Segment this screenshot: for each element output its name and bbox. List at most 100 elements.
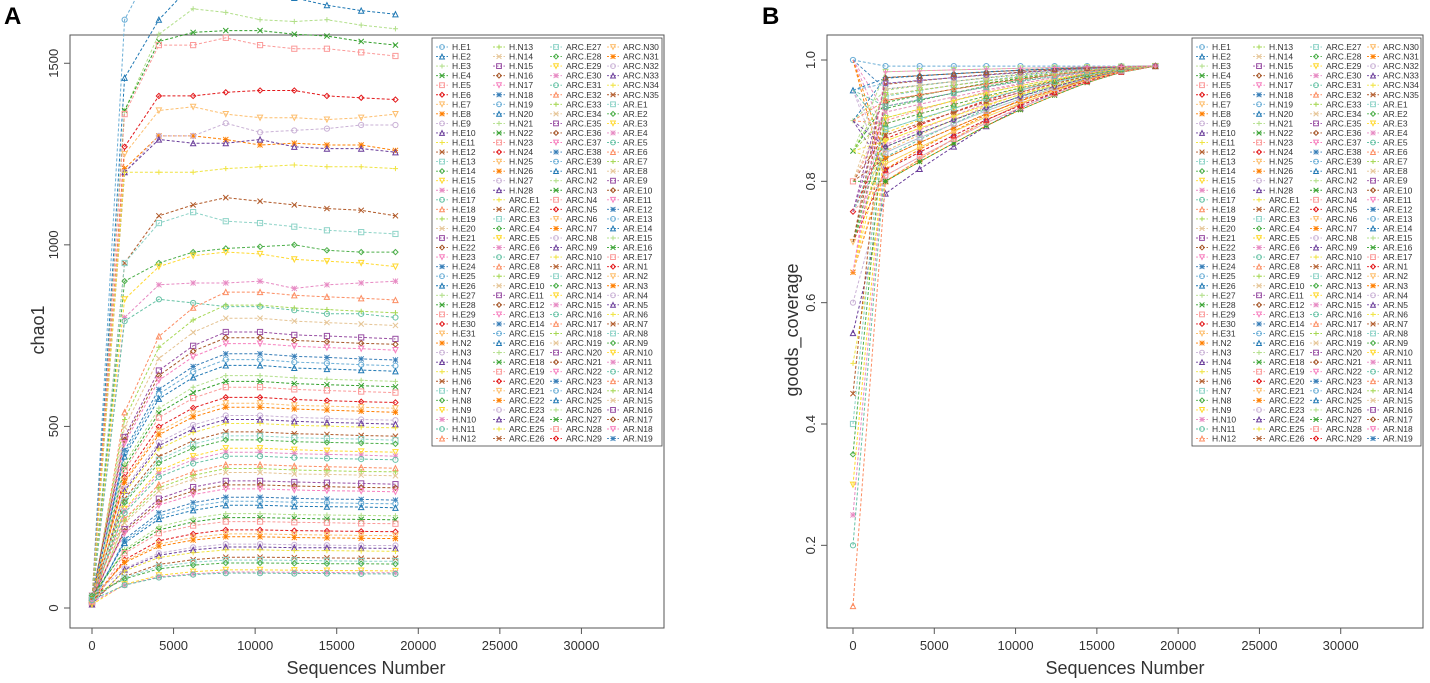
legend-swatch-marker xyxy=(1312,359,1320,366)
data-point xyxy=(189,252,197,260)
data-point xyxy=(392,96,399,103)
data-point xyxy=(1017,93,1024,100)
data-point xyxy=(88,596,96,604)
legend-entry: ARC.N34 xyxy=(623,80,659,90)
series-line xyxy=(852,65,1156,152)
legend-swatch-marker xyxy=(552,129,560,137)
legend-entry: ARC.N35 xyxy=(623,90,659,100)
series-line xyxy=(852,65,1156,182)
legend-entry: AR.E5 xyxy=(1383,138,1408,148)
data-point xyxy=(155,107,163,115)
legend-entry: H.N13 xyxy=(509,42,533,52)
data-point xyxy=(392,165,399,172)
data-point xyxy=(155,467,163,475)
data-point xyxy=(256,412,264,419)
x-tick-label: 10000 xyxy=(237,638,273,653)
data-point xyxy=(256,501,264,509)
series-line xyxy=(852,65,1156,243)
data-point xyxy=(324,281,330,288)
data-point xyxy=(291,570,298,577)
legend-entry: ARC.N19 xyxy=(1326,338,1362,348)
legend-entry: H.E7 xyxy=(1212,99,1231,109)
legend-swatch-marker xyxy=(1313,178,1319,184)
legend-entry: H.E27 xyxy=(452,290,476,300)
legend-swatch-marker xyxy=(1199,416,1205,423)
legend-swatch-marker xyxy=(1256,63,1262,70)
legend-entry: ARC.E32 xyxy=(1326,90,1362,100)
series-line xyxy=(91,380,396,605)
data-point xyxy=(291,478,298,486)
data-point xyxy=(916,91,923,98)
x-tick-label: 10000 xyxy=(997,638,1033,653)
legend-swatch-marker xyxy=(1199,369,1205,375)
data-point xyxy=(190,317,196,323)
data-point xyxy=(257,494,263,501)
legend-swatch-marker xyxy=(495,158,503,166)
legend-entry: ARC.N24 xyxy=(566,386,602,396)
data-point xyxy=(190,460,197,467)
data-point xyxy=(121,314,128,321)
data-point xyxy=(291,454,298,461)
legend-entry: ARC.N5 xyxy=(1326,204,1357,214)
legend-swatch-marker xyxy=(1370,168,1376,174)
y-tick-label: 0.2 xyxy=(803,536,818,554)
data-point xyxy=(290,567,298,574)
legend-swatch-marker xyxy=(1198,254,1206,261)
legend-swatch-marker xyxy=(1199,311,1205,318)
data-point xyxy=(222,559,230,567)
legend-swatch-marker xyxy=(1312,282,1320,289)
legend-entry: ARC.E16 xyxy=(509,338,545,348)
data-point xyxy=(392,520,399,527)
legend-entry: AR.N19 xyxy=(1383,434,1413,444)
legend-entry: H.E7 xyxy=(452,99,471,109)
legend-entry: H.E3 xyxy=(1212,61,1231,71)
data-point xyxy=(358,436,365,443)
series-line xyxy=(91,517,396,596)
legend-entry: AR.N4 xyxy=(1383,290,1408,300)
legend-swatch-marker xyxy=(1313,225,1319,232)
legend-entry: AR.N6 xyxy=(1383,309,1408,319)
legend-swatch-marker xyxy=(610,206,616,213)
legend-entry: ARC.E29 xyxy=(566,61,602,71)
legend-swatch-marker xyxy=(1369,44,1377,51)
legend-entry: ARC.N1 xyxy=(566,166,597,176)
data-point xyxy=(392,488,399,496)
data-point xyxy=(222,249,230,256)
legend-swatch-marker xyxy=(1199,387,1205,394)
legend-entry: H.E5 xyxy=(452,80,471,90)
data-point xyxy=(1017,101,1024,109)
legend-entry: ARC.N21 xyxy=(1326,357,1362,367)
legend-swatch-marker xyxy=(1255,415,1263,423)
data-point xyxy=(189,491,197,499)
data-point xyxy=(222,245,230,252)
legend-swatch-marker xyxy=(438,205,446,213)
data-point xyxy=(357,94,365,102)
data-point xyxy=(291,569,298,576)
legend-swatch-marker xyxy=(553,120,559,127)
legend-entry: ARC.E18 xyxy=(1269,357,1305,367)
legend-entry: H.N5 xyxy=(452,367,472,377)
data-point xyxy=(189,92,197,100)
y-tick-label: 1.0 xyxy=(803,51,818,69)
legend-swatch-marker xyxy=(610,388,616,394)
legend-entry: AR.E2 xyxy=(623,109,648,119)
legend-swatch-marker xyxy=(1256,282,1262,289)
legend-entry: ARC.N6 xyxy=(1326,214,1357,224)
data-point xyxy=(290,337,298,344)
legend-swatch-marker xyxy=(1198,282,1206,289)
data-point xyxy=(392,212,399,219)
legend-swatch-marker xyxy=(1255,311,1263,318)
data-point xyxy=(392,52,399,60)
series-line xyxy=(852,65,1156,455)
data-point xyxy=(883,161,888,167)
data-point xyxy=(190,441,197,448)
data-point xyxy=(222,218,229,225)
legend-entry: ARC.N28 xyxy=(566,424,602,434)
legend-swatch-marker xyxy=(553,82,559,89)
data-point xyxy=(222,533,229,540)
data-point xyxy=(358,456,365,463)
data-point xyxy=(256,288,264,296)
legend-entry: ARC.E1 xyxy=(1269,195,1300,205)
legend-swatch-marker xyxy=(610,159,616,164)
legend-swatch-marker xyxy=(496,197,502,203)
